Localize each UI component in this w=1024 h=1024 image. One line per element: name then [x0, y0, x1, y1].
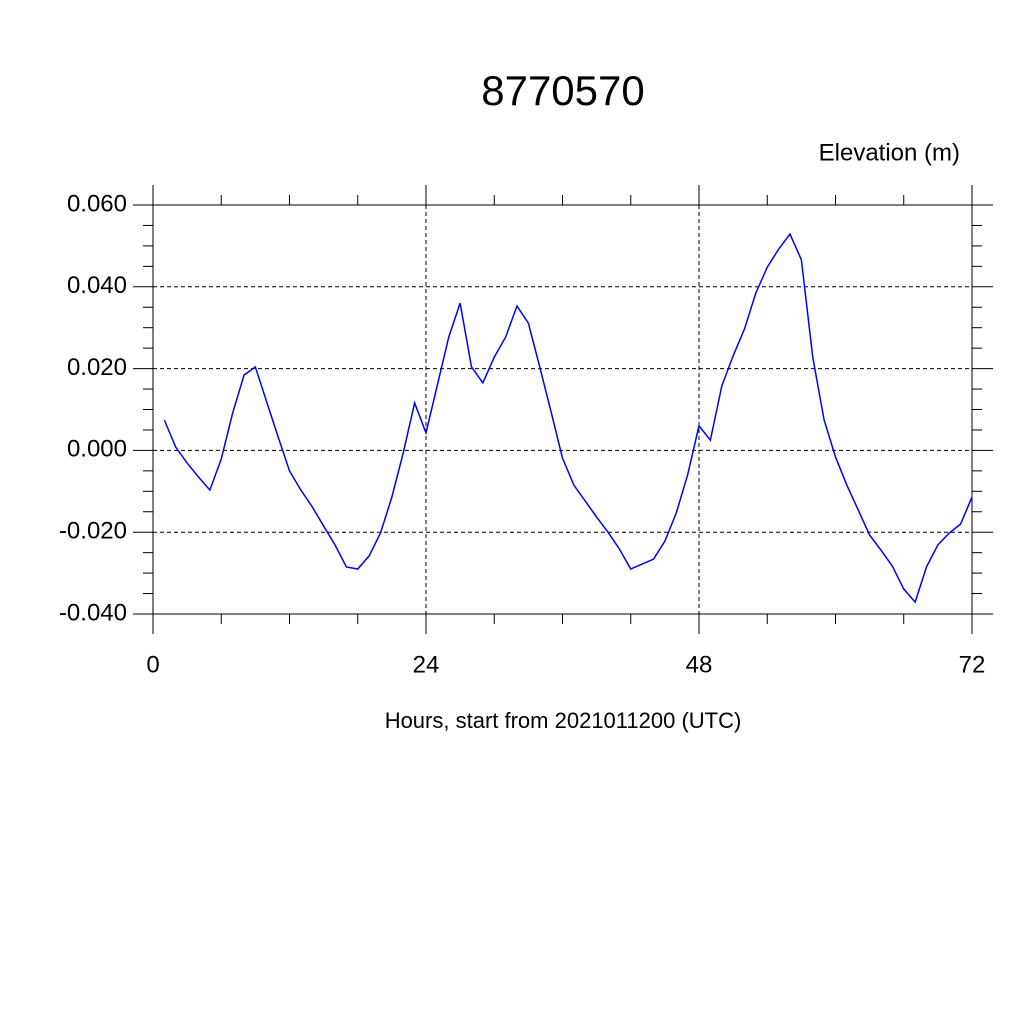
- chart-subtitle: Elevation (m): [819, 139, 960, 166]
- x-tick-label: 48: [686, 651, 713, 678]
- y-tick-label: -0.040: [59, 599, 127, 626]
- y-tick-label: 0.020: [67, 354, 127, 381]
- x-tick-label: 72: [959, 651, 986, 678]
- x-axis-label: Hours, start from 2021011200 (UTC): [385, 708, 742, 733]
- y-tick-label: 0.040: [67, 272, 127, 299]
- chart-title: 8770570: [481, 67, 645, 114]
- y-tick-label: 0.000: [67, 436, 127, 463]
- y-tick-label: -0.020: [59, 518, 127, 545]
- data-line: [163, 232, 973, 604]
- x-tick-label: 0: [146, 651, 159, 678]
- x-tick-label: 24: [413, 651, 440, 678]
- plot-frame: [152, 204, 973, 615]
- y-tick-label: 0.060: [67, 190, 127, 217]
